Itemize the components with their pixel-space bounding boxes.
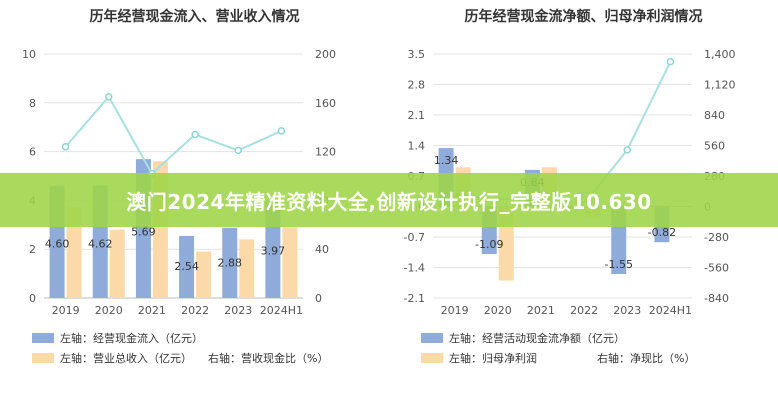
bar-blue [222,227,238,298]
right-legend-line: 右轴：净现比（%） [591,350,695,366]
y-left-tick-label: 2.1 [408,109,426,122]
legend-blue-swatch [32,333,54,343]
y-right-tick-label: -280 [704,231,729,244]
bar-data-label: 4.60 [45,237,70,250]
y-right-tick-label: 1,400 [704,48,736,61]
y-right-tick-label: -560 [704,262,729,275]
y-left-tick-label: 2.8 [408,79,426,92]
right-legend-bar1: 左轴：经营活动现金流净额（亿元） [421,330,625,346]
y-right-tick-label: 40 [315,243,329,256]
y-right-tick-label: 0 [315,292,322,305]
y-right-tick-label: -840 [704,292,729,305]
line-point [277,127,286,135]
bar-orange [66,207,82,298]
x-tick-label: 2023 [613,304,641,317]
bar-data-label: -1.55 [605,258,633,271]
x-tick-label: 2021 [527,304,555,317]
bar-data-label: -1.09 [475,238,503,251]
bar-data-label: 3.97 [261,244,286,257]
bar-data-label: 2.54 [174,260,199,273]
line-point [623,146,631,154]
overlay-banner: 澳门2024年精准资料大全,创新设计执行_完整版10.630 [0,173,778,227]
x-tick-label: 2020 [484,304,512,317]
left-legend-bar2: 左轴：营业总收入（亿元） [32,350,192,366]
legend-label: 左轴：经营活动现金流净额（亿元） [449,332,625,345]
legend-label: 左轴：营业总收入（亿元） [60,352,192,365]
left-chart-title: 历年经营现金流入、营业收入情况 [89,9,300,25]
bar-blue [179,236,195,298]
legend-orange-swatch [32,353,54,363]
bar-orange [196,251,212,298]
bar-data-label: 1.34 [434,154,459,167]
y-left-tick-label: 6 [29,146,36,159]
y-left-tick-label: 8 [29,97,36,110]
y-right-tick-label: 1,120 [704,79,736,92]
right-chart-svg: -2.1-840-1.4-560-0.7-280000.72801.45602.… [404,48,736,317]
bar-orange [239,239,255,298]
x-tick-label: 2019 [441,304,469,317]
y-left-tick-label: 10 [22,48,36,61]
legend-orange-swatch [421,353,443,363]
line-point [666,57,675,66]
bar-orange [109,229,125,298]
y-right-tick-label: 160 [315,97,336,110]
y-right-tick-label: 840 [704,109,725,122]
right-legend-bar2: 左轴：归母净利润 [421,350,537,366]
y-right-tick-label: 200 [315,48,336,61]
bar-orange [282,227,298,298]
line-point [61,142,70,151]
legend-label: 左轴：归母净利润 [449,352,537,365]
line-point [191,130,199,139]
x-tick-label: 2022 [570,304,598,317]
bar-data-label: 2.88 [218,256,243,269]
y-left-tick-label: -1.4 [404,262,425,275]
y-right-tick-label: 560 [704,140,725,153]
y-left-tick-label: 1.4 [408,140,426,153]
x-tick-label: 2020 [95,304,123,317]
y-left-tick-label: 2 [29,243,36,256]
x-tick-label: 2019 [52,304,80,317]
x-tick-label: 2024H1 [260,304,303,317]
line-point [234,146,242,155]
bar-data-label: -0.82 [648,226,676,239]
line-point [105,92,113,101]
left-legend-line: 右轴：营收现金比（%） [202,350,328,366]
left-chart-svg: 0024048061208160102004.6020194.6220205.6… [22,48,336,317]
right-chart-title: 历年经营现金流净额、归母净利润情况 [464,9,703,25]
legend-label: 右轴：营收现金比（%） [208,352,329,365]
y-left-tick-label: 0 [29,292,36,305]
series-line [64,94,282,176]
y-left-tick-label: -0.7 [404,231,425,244]
bar-data-label: 4.62 [88,237,113,250]
x-tick-label: 2021 [138,304,166,317]
legend-label: 左轴：经营现金流入（亿元） [60,332,203,345]
x-tick-label: 2023 [224,304,252,317]
y-left-tick-label: 3.5 [408,48,426,61]
x-tick-label: 2022 [181,304,209,317]
bar-data-label: 5.69 [131,226,156,239]
y-left-tick-label: -2.1 [404,292,425,305]
x-tick-label: 2024H1 [649,304,692,317]
legend-blue-swatch [421,333,443,343]
y-right-tick-label: 120 [315,146,336,159]
left-legend-bar1: 左轴：经营现金流入（亿元） [32,330,203,346]
legend-label: 右轴：净现比（%） [597,352,696,365]
